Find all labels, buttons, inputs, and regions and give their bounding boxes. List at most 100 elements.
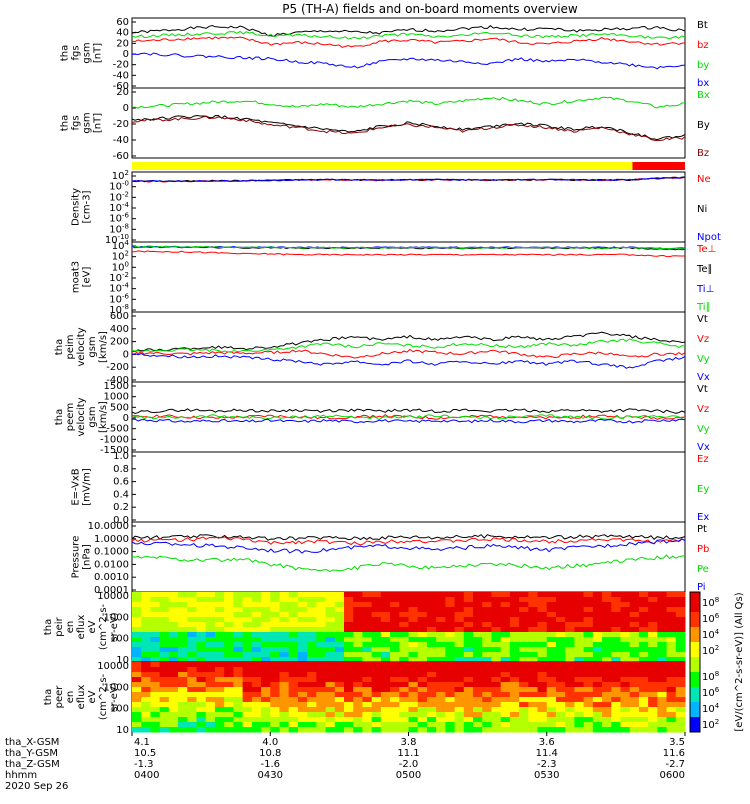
heatmap-cell bbox=[491, 632, 502, 638]
heatmap-cell bbox=[362, 727, 373, 733]
heatmap-cell bbox=[353, 592, 363, 598]
heatmap-cell bbox=[546, 687, 557, 693]
heatmap-cell bbox=[537, 662, 548, 668]
heatmap-cell bbox=[316, 667, 327, 673]
heatmap-cell bbox=[297, 602, 308, 608]
heatmap-cell bbox=[436, 622, 446, 628]
heatmap-cell bbox=[279, 592, 290, 598]
heatmap-cell bbox=[555, 672, 566, 678]
heatmap-cell bbox=[574, 712, 585, 718]
heatmap-cell bbox=[214, 612, 225, 618]
heatmap-cell bbox=[500, 707, 511, 713]
heatmap-cell bbox=[362, 597, 373, 603]
heatmap-cell bbox=[187, 677, 198, 683]
heatmap-cell bbox=[362, 722, 373, 728]
heatmap-cell bbox=[141, 632, 151, 638]
heatmap-cell bbox=[666, 607, 677, 613]
heatmap-cell bbox=[592, 697, 603, 703]
heatmap-cell bbox=[196, 667, 207, 673]
heatmap-cell bbox=[251, 617, 262, 623]
heatmap-cell bbox=[178, 647, 188, 653]
heatmap-cell bbox=[675, 697, 686, 703]
heatmap-cell bbox=[666, 597, 677, 603]
heatmap-cell bbox=[343, 697, 354, 703]
heatmap-cell bbox=[343, 602, 354, 608]
heatmap-cell bbox=[362, 662, 373, 668]
colorbar-segment bbox=[690, 622, 700, 628]
heatmap-cell bbox=[436, 612, 446, 618]
heatmap-cell bbox=[454, 632, 465, 638]
heatmap-cell bbox=[620, 702, 631, 708]
heatmap-cell bbox=[638, 707, 649, 713]
heatmap-cell bbox=[436, 617, 446, 623]
heatmap-cell bbox=[473, 722, 483, 728]
heatmap-cell bbox=[491, 617, 502, 623]
heatmap-cell bbox=[196, 652, 207, 658]
heatmap-cell bbox=[205, 692, 216, 698]
heatmap-cell bbox=[500, 597, 511, 603]
heatmap-cell bbox=[141, 682, 151, 688]
heatmap-cell bbox=[205, 727, 216, 733]
heatmap-cell bbox=[436, 667, 446, 673]
heatmap-cell bbox=[390, 662, 400, 668]
heatmap-cell bbox=[399, 627, 409, 633]
heatmap-cell bbox=[343, 727, 354, 733]
heatmap-cell bbox=[178, 672, 188, 678]
heatmap-cell bbox=[445, 602, 456, 608]
ephemeris-value: 4.0 bbox=[262, 737, 278, 748]
heatmap-cell bbox=[657, 592, 668, 598]
y-tick-label: 0.0001 bbox=[94, 585, 129, 596]
heatmap-cell bbox=[288, 667, 299, 673]
heatmap-cell bbox=[270, 617, 280, 623]
heatmap-cell bbox=[132, 692, 142, 698]
y-tick-label: 400 bbox=[110, 324, 129, 335]
heatmap-cell bbox=[288, 617, 299, 623]
heatmap-cell bbox=[574, 672, 585, 678]
heatmap-cell bbox=[214, 602, 225, 608]
heatmap-cell bbox=[657, 722, 668, 728]
heatmap-cell bbox=[307, 622, 317, 628]
heatmap-cell bbox=[362, 637, 373, 643]
heatmap-cell bbox=[316, 722, 327, 728]
heatmap-cell bbox=[675, 642, 686, 648]
heatmap-cell bbox=[675, 707, 686, 713]
heatmap-cell bbox=[500, 652, 511, 658]
colorbar-segment bbox=[690, 677, 700, 683]
heatmap-cell bbox=[583, 702, 594, 708]
colorbar-segment bbox=[690, 717, 700, 723]
heatmap-cell bbox=[592, 652, 603, 658]
heatmap-cell bbox=[426, 702, 437, 708]
heatmap-cell bbox=[500, 702, 511, 708]
heatmap-cell bbox=[224, 632, 234, 638]
heatmap-cell bbox=[261, 677, 271, 683]
ephemeris-value: 0530 bbox=[534, 770, 559, 781]
heatmap-cell bbox=[592, 712, 603, 718]
heatmap-cell bbox=[509, 632, 520, 638]
heatmap-cell bbox=[611, 717, 621, 723]
heatmap-cell bbox=[417, 637, 428, 643]
heatmap-cell bbox=[362, 702, 373, 708]
heatmap-cell bbox=[592, 612, 603, 618]
heatmap-cell bbox=[482, 642, 492, 648]
heatmap-cell bbox=[132, 592, 142, 598]
heatmap-cell bbox=[509, 637, 520, 643]
heatmap-cell bbox=[233, 662, 244, 668]
heatmap-cell bbox=[473, 637, 483, 643]
heatmap-cell bbox=[371, 697, 382, 703]
heatmap-cell bbox=[620, 662, 631, 668]
heatmap-cell bbox=[648, 712, 658, 718]
heatmap-cell bbox=[325, 707, 336, 713]
y-tick-label: 1000 bbox=[104, 392, 129, 403]
legend-entry: Bt bbox=[697, 20, 708, 31]
heatmap-cell bbox=[196, 717, 207, 723]
heatmap-cell bbox=[390, 632, 400, 638]
heatmap-cell bbox=[334, 637, 345, 643]
heatmap-cell bbox=[141, 697, 151, 703]
heatmap-cell bbox=[565, 632, 575, 638]
heatmap-cell bbox=[297, 682, 308, 688]
y-tick-label: 102 bbox=[112, 169, 129, 182]
heatmap-cell bbox=[159, 637, 170, 643]
heatmap-cell bbox=[675, 687, 686, 693]
y-tick-label: 10-2 bbox=[109, 271, 129, 284]
heatmap-cell bbox=[463, 632, 474, 638]
